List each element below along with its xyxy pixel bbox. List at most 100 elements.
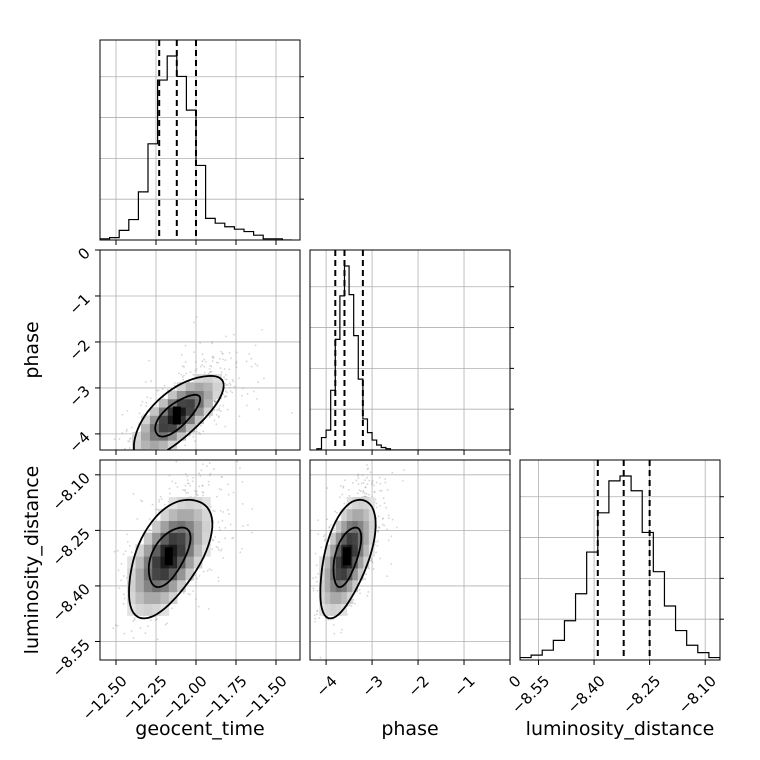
density-cell — [160, 580, 170, 593]
sample-point — [213, 399, 215, 402]
sample-point — [312, 577, 315, 580]
density-cell — [324, 556, 331, 569]
sample-point — [341, 493, 344, 496]
sample-point — [222, 557, 225, 559]
density-cell — [319, 591, 326, 605]
density-cell — [335, 556, 342, 569]
density-cell — [143, 603, 153, 616]
histogram-luminosity_distance — [520, 460, 720, 660]
histogram-step — [100, 55, 292, 240]
sample-point — [166, 622, 168, 625]
sample-point — [214, 400, 217, 403]
sample-point — [220, 475, 223, 478]
sample-point — [198, 431, 201, 434]
density-cell — [149, 448, 160, 450]
density-cell — [167, 407, 178, 416]
sample-point — [215, 413, 218, 416]
density-cell — [185, 497, 195, 510]
sample-point — [155, 508, 158, 511]
sample-point — [357, 473, 360, 476]
contour-line — [319, 498, 377, 620]
density-cell — [194, 407, 204, 416]
sample-point — [214, 400, 217, 403]
sample-point — [146, 396, 149, 399]
sample-point — [158, 508, 161, 511]
sample-point — [359, 490, 362, 493]
sample-point — [356, 492, 359, 495]
sample-point — [196, 577, 199, 580]
sample-point — [184, 473, 187, 475]
sample-point — [241, 387, 244, 390]
sample-point — [246, 404, 248, 407]
sample-point — [343, 502, 346, 505]
sample-point — [231, 537, 233, 540]
sample-point — [373, 491, 376, 494]
sample-point — [188, 434, 191, 437]
sample-point — [122, 593, 125, 596]
sample-point — [201, 360, 204, 363]
sample-point — [211, 538, 214, 541]
sample-point — [358, 489, 361, 492]
sample-point — [324, 538, 327, 541]
sample-point — [141, 500, 144, 503]
sample-point — [212, 509, 214, 512]
density-cell — [149, 440, 160, 449]
density-cell — [158, 440, 169, 449]
sample-point — [194, 361, 197, 363]
density-cell — [203, 390, 213, 400]
density-cell — [185, 508, 195, 522]
density-cell — [330, 591, 337, 605]
density-cell — [185, 423, 196, 433]
density-cell — [152, 556, 161, 569]
sample-point — [173, 382, 176, 384]
sample-point — [122, 602, 125, 605]
sample-point — [315, 613, 318, 616]
sample-point — [401, 479, 404, 482]
sample-point — [317, 519, 320, 522]
sample-point — [128, 440, 131, 443]
sample-point — [357, 483, 360, 485]
density-cell — [167, 423, 178, 433]
sample-point — [176, 486, 179, 488]
density-cell — [127, 568, 136, 581]
density-cell — [357, 508, 364, 522]
sample-point — [225, 335, 227, 338]
sample-point — [146, 625, 149, 628]
sample-point — [130, 630, 133, 633]
sample-point — [112, 627, 115, 630]
sample-point — [120, 579, 122, 582]
sample-point — [122, 553, 125, 556]
sample-point — [210, 569, 213, 571]
sample-point — [189, 484, 192, 487]
sample-point — [212, 357, 215, 360]
density-cell — [346, 532, 353, 545]
sample-point — [201, 364, 204, 366]
sample-point — [362, 491, 365, 494]
sample-point — [316, 610, 319, 613]
sample-point — [387, 539, 390, 542]
sample-point — [374, 540, 377, 543]
sample-point — [138, 412, 141, 415]
sample-point — [391, 518, 394, 521]
sample-point — [333, 527, 336, 530]
sample-point — [221, 352, 224, 355]
density-cell — [352, 508, 359, 522]
sample-point — [357, 477, 360, 480]
sample-point — [150, 380, 153, 382]
xlabel-luminosity-distance: luminosity_distance — [526, 718, 715, 740]
sample-point — [211, 548, 214, 550]
density-cell — [346, 508, 353, 522]
density-cell — [335, 591, 342, 605]
sample-point — [379, 482, 382, 485]
sample-point — [217, 576, 220, 579]
sample-point — [196, 494, 199, 497]
sample-point — [132, 492, 135, 495]
density-cell — [127, 556, 136, 569]
xlabel-phase: phase — [381, 718, 438, 740]
sample-point — [202, 494, 204, 497]
density-cell — [363, 544, 370, 557]
sample-point — [372, 568, 375, 570]
density-cell — [158, 423, 169, 433]
density-cell — [152, 532, 161, 545]
sample-point — [376, 540, 379, 543]
